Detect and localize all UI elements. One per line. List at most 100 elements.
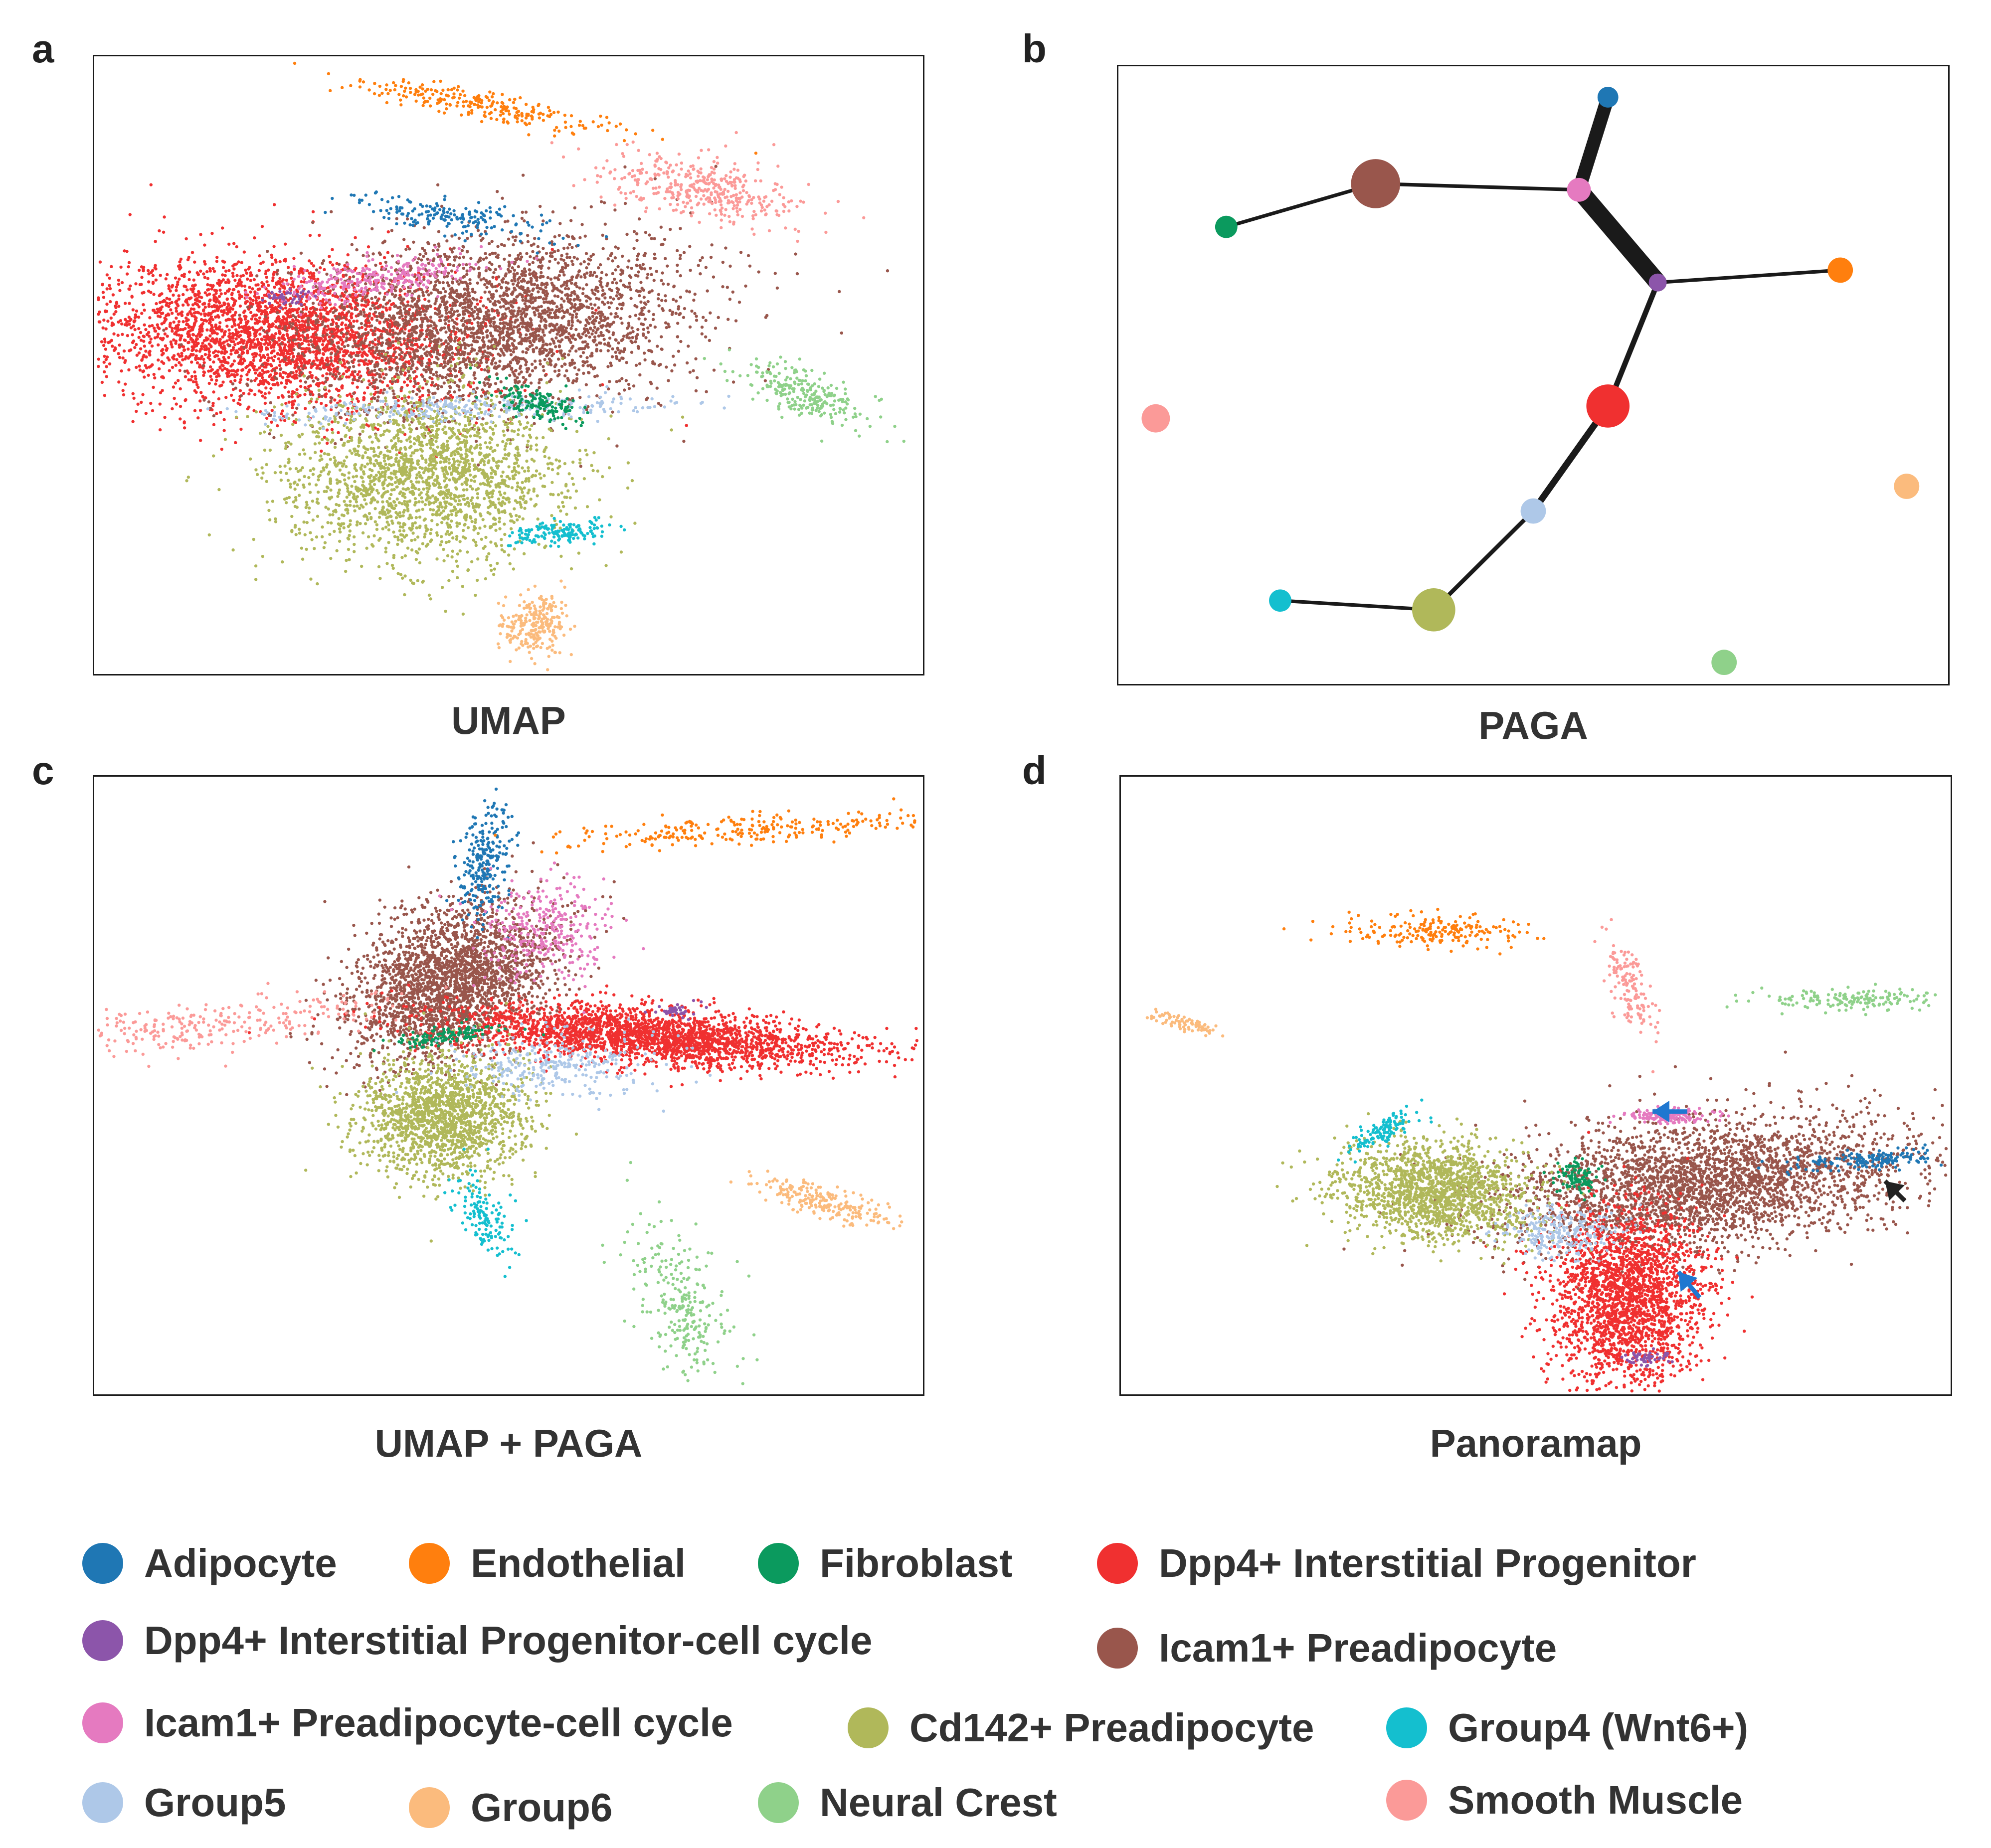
cell-point (103, 370, 106, 374)
cell-point (202, 308, 205, 312)
cell-point (237, 260, 240, 264)
cell-point (466, 289, 469, 292)
cell-point (514, 239, 517, 242)
cell-point (135, 353, 139, 357)
cell-point (160, 353, 164, 356)
cell-point (137, 316, 141, 319)
cell-point (271, 344, 275, 347)
cell-point (159, 391, 163, 394)
cell-point (566, 353, 570, 356)
cell-point (101, 326, 105, 330)
cell-point (492, 356, 496, 360)
cell-point (108, 276, 111, 280)
cell-point (543, 324, 547, 327)
cell-point (250, 340, 254, 344)
cell-point (270, 325, 273, 328)
cell-point (543, 334, 546, 337)
cell-point (570, 246, 574, 249)
cell-point (289, 297, 292, 301)
cell-point (313, 338, 317, 341)
cell-point (212, 360, 215, 364)
cell-point (406, 401, 410, 405)
cell-point (312, 379, 315, 383)
cell-point (335, 334, 339, 337)
cell-point (512, 243, 515, 247)
cell-point (450, 374, 454, 377)
cell-point (275, 317, 279, 320)
cell-point (336, 369, 339, 373)
cell-point (289, 272, 293, 276)
cell-point (143, 344, 147, 348)
cell-point (363, 345, 366, 349)
cell-point (285, 317, 288, 321)
cell-point (263, 355, 267, 359)
cell-point (530, 243, 534, 247)
cell-point (303, 393, 307, 396)
cell-point (281, 376, 285, 379)
cell-point (573, 206, 577, 210)
cell-point (167, 287, 171, 291)
cell-point (615, 380, 618, 383)
cell-point (353, 370, 357, 373)
cell-point (140, 358, 144, 361)
cell-point (660, 335, 663, 338)
cell-point (611, 281, 614, 285)
cell-point (103, 354, 106, 358)
cell-point (599, 317, 603, 321)
cell-point (163, 300, 167, 303)
cell-point (470, 347, 474, 350)
cell-point (313, 290, 316, 293)
cell-point (392, 396, 396, 399)
cell-point (202, 260, 206, 263)
cell-point (302, 280, 306, 284)
cell-point (231, 336, 235, 340)
cell-point (664, 299, 668, 303)
cell-point (509, 348, 513, 352)
cell-point (234, 441, 237, 445)
cell-point (231, 274, 235, 278)
cell-point (199, 312, 203, 316)
cell-point (339, 294, 343, 298)
cell-point (591, 329, 595, 333)
cell-point (571, 314, 574, 317)
cell-point (228, 343, 232, 347)
cell-point (147, 269, 150, 273)
cell-point (165, 346, 169, 350)
cell-point (704, 335, 708, 338)
cell-point (309, 392, 312, 396)
cell-point (392, 392, 396, 396)
cell-point (481, 352, 485, 356)
cell-point (172, 320, 176, 324)
cell-point (435, 355, 438, 359)
cell-point (142, 303, 145, 307)
cell-point (717, 316, 720, 320)
cell-point (317, 339, 321, 342)
cell-point (420, 354, 423, 358)
cell-point (613, 278, 616, 281)
cell-point (249, 271, 253, 275)
cell-point (282, 370, 285, 374)
cell-point (614, 350, 617, 354)
cell-point (180, 310, 184, 314)
cell-point (474, 421, 478, 425)
cell-point (266, 358, 269, 362)
cell-point (190, 375, 194, 378)
cell-point (259, 349, 262, 353)
cell-point (289, 276, 293, 280)
cell-point (511, 266, 514, 270)
cell-point (193, 409, 197, 412)
cell-point (297, 365, 300, 369)
cell-point (105, 287, 109, 291)
cell-point (384, 367, 387, 371)
cell-point (137, 351, 141, 355)
cell-point (261, 320, 265, 324)
cell-point (106, 320, 110, 323)
cell-point (213, 309, 217, 313)
cell-point (270, 333, 274, 337)
cell-point (306, 320, 310, 324)
cell-point (444, 322, 447, 326)
cell-point (567, 323, 570, 327)
cell-point (277, 396, 280, 399)
cell-point (544, 252, 548, 255)
cell-point (606, 365, 610, 368)
